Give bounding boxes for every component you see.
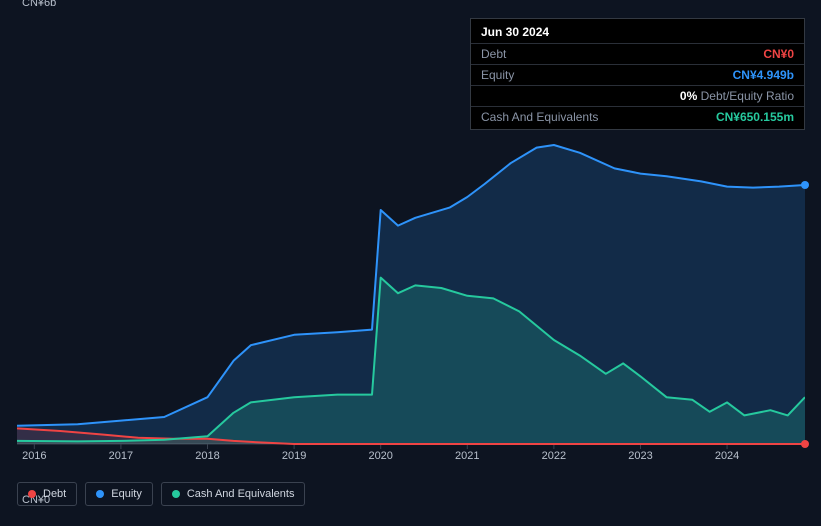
- x-tick-label: 2018: [195, 450, 219, 462]
- chart-svg: [17, 128, 805, 468]
- x-tick-label: 2017: [109, 450, 133, 462]
- legend-label: Debt: [43, 488, 66, 500]
- cash-dot-icon: [172, 490, 180, 498]
- legend: Debt Equity Cash And Equivalents: [17, 482, 305, 506]
- chart-tooltip: Jun 30 2024 Debt CN¥0 Equity CN¥4.949b 0…: [470, 18, 805, 130]
- tooltip-row-cash: Cash And Equivalents CN¥650.155m: [471, 106, 804, 127]
- legend-item-debt[interactable]: Debt: [17, 482, 77, 506]
- x-axis: 2016 2017 2018 2019 2020 2021 2022 2023 2024: [17, 450, 805, 466]
- tooltip-ratio: 0% Debt/Equity Ratio: [680, 89, 794, 103]
- end-marker-debt: [801, 440, 809, 448]
- tooltip-value: CN¥4.949b: [733, 68, 794, 82]
- tooltip-row-debt: Debt CN¥0: [471, 43, 804, 64]
- chart-plot-area[interactable]: [17, 128, 805, 468]
- chart-container: Jun 30 2024 Debt CN¥0 Equity CN¥4.949b 0…: [0, 0, 821, 526]
- y-axis-label-max: CN¥6b: [22, 0, 56, 9]
- x-tick-label: 2019: [282, 450, 306, 462]
- tooltip-value: CN¥650.155m: [716, 110, 794, 124]
- x-tick-label: 2024: [715, 450, 739, 462]
- debt-dot-icon: [28, 490, 36, 498]
- tooltip-label: Equity: [481, 68, 514, 82]
- tooltip-date: Jun 30 2024: [471, 19, 804, 43]
- equity-dot-icon: [96, 490, 104, 498]
- x-tick-label: 2023: [628, 450, 652, 462]
- x-tick-label: 2020: [368, 450, 392, 462]
- legend-label: Cash And Equivalents: [187, 488, 295, 500]
- end-marker-equity: [801, 181, 809, 189]
- tooltip-value: CN¥0: [763, 47, 794, 61]
- tooltip-label: Debt: [481, 47, 506, 61]
- x-tick-label: 2016: [22, 450, 46, 462]
- legend-item-equity[interactable]: Equity: [85, 482, 153, 506]
- legend-label: Equity: [111, 488, 142, 500]
- legend-item-cash[interactable]: Cash And Equivalents: [161, 482, 306, 506]
- tooltip-label: Cash And Equivalents: [481, 110, 598, 124]
- tooltip-row-ratio: 0% Debt/Equity Ratio: [471, 85, 804, 106]
- x-tick-label: 2021: [455, 450, 479, 462]
- x-tick-label: 2022: [542, 450, 566, 462]
- tooltip-row-equity: Equity CN¥4.949b: [471, 64, 804, 85]
